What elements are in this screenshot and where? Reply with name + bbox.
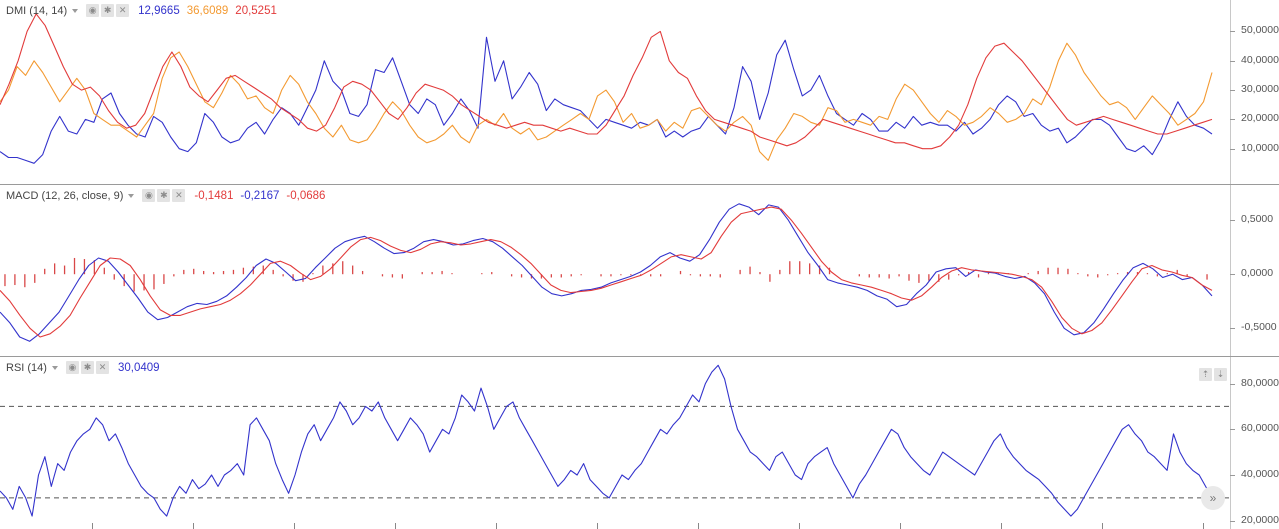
close-icon[interactable]: ✕ [116,4,130,17]
dmi-chart[interactable] [0,0,1230,184]
arrow-up-icon[interactable]: ⇡ [1199,368,1212,381]
series-line-2 [0,13,1213,150]
x-tick-mark [193,523,194,529]
y-tick-mark [1230,383,1235,385]
dmi-price-axis[interactable] [1230,0,1279,184]
macd-pane: MACD (12, 26, close, 9) ◉ ✱ ✕ -0,1481 -0… [0,185,1279,356]
series-line-1 [0,42,1213,161]
macd-value-macd: -0,2167 [240,189,280,202]
series-line-0 [0,36,1213,164]
chevron-down-icon[interactable] [51,365,58,370]
x-tick-mark [799,523,800,529]
y-tick-label: 30,0000 [1241,83,1279,96]
y-tick-label: 80,0000 [1241,376,1279,389]
y-tick-label: 0,0000 [1241,267,1274,280]
macd-title[interactable]: MACD (12, 26, close, 9) [6,189,124,202]
rsi-legend: RSI (14) ◉ ✱ ✕ 30,0409 [6,361,160,374]
dmi-value-adx: 20,5251 [235,4,277,17]
y-tick-label: 60,0000 [1241,422,1279,435]
double-chevron-right-icon[interactable]: » [1201,486,1225,510]
y-tick-mark [1230,429,1235,431]
series-line-0 [0,364,1213,517]
gear-icon[interactable]: ✱ [157,189,171,202]
y-tick-mark [1230,274,1235,276]
x-tick-mark [900,523,901,529]
dmi-title[interactable]: DMI (14, 14) [6,4,68,17]
rsi-value: 30,0409 [117,361,160,374]
x-tick-mark [597,523,598,529]
y-tick-label: 50,0000 [1241,24,1279,37]
y-tick-mark [1230,475,1235,476]
gear-icon[interactable]: ✱ [101,4,115,17]
chevron-down-icon[interactable] [128,193,135,198]
x-tick-mark [294,523,295,529]
x-tick-mark [1203,523,1204,529]
dmi-legend: DMI (14, 14) ◉ ✱ ✕ 12,9665 36,6089 20,52… [6,4,277,17]
y-tick-mark [1230,328,1235,330]
dmi-value-plus: 12,9665 [138,4,180,17]
y-tick-label: 20,0000 [1241,112,1279,125]
pane-separator[interactable] [0,184,1279,185]
close-icon[interactable]: ✕ [172,189,186,202]
rsi-title[interactable]: RSI (14) [6,361,47,374]
close-icon[interactable]: ✕ [95,361,109,374]
y-tick-mark [1230,520,1235,522]
rsi-chart[interactable] [0,357,1230,529]
macd-value-signal: -0,0686 [286,189,326,202]
y-tick-label: 20,0000 [1241,513,1279,526]
y-tick-mark [1230,60,1235,62]
y-tick-mark [1230,119,1235,121]
macd-legend: MACD (12, 26, close, 9) ◉ ✱ ✕ -0,1481 -0… [6,189,325,202]
macd-price-axis[interactable] [1230,185,1279,356]
series-line-1 [0,206,1213,338]
rsi-price-axis[interactable] [1230,357,1279,529]
arrow-down-icon[interactable]: ⇣ [1214,368,1227,381]
chevron-down-icon[interactable] [72,8,79,13]
eye-icon[interactable]: ◉ [142,189,156,202]
series-line-0 [0,203,1213,342]
macd-chart[interactable] [0,185,1230,356]
x-tick-mark [92,523,93,529]
macd-value-histogram: -0,1481 [194,189,234,202]
dmi-value-minus: 36,6089 [186,4,229,17]
y-tick-label: 40,0000 [1241,53,1279,66]
x-tick-mark [1102,523,1103,529]
eye-icon[interactable]: ◉ [65,361,79,374]
y-tick-label: -0,5000 [1241,321,1277,334]
x-tick-mark [1001,523,1002,529]
y-tick-mark [1230,220,1235,222]
dmi-pane: DMI (14, 14) ◉ ✱ ✕ 12,9665 36,6089 20,52… [0,0,1279,184]
y-tick-label: 0,5000 [1241,213,1274,226]
rsi-pane: RSI (14) ◉ ✱ ✕ 30,0409 [0,357,1279,529]
eye-icon[interactable]: ◉ [86,4,100,17]
x-tick-mark [698,523,699,529]
gear-icon[interactable]: ✱ [80,361,94,374]
pane-separator[interactable] [0,356,1279,357]
y-tick-label: 10,0000 [1241,141,1279,154]
y-tick-mark [1230,148,1235,150]
x-tick-mark [395,523,396,529]
y-tick-mark [1230,90,1235,92]
y-tick-label: 40,0000 [1241,468,1279,480]
x-tick-mark [496,523,497,529]
y-tick-mark [1230,31,1235,33]
